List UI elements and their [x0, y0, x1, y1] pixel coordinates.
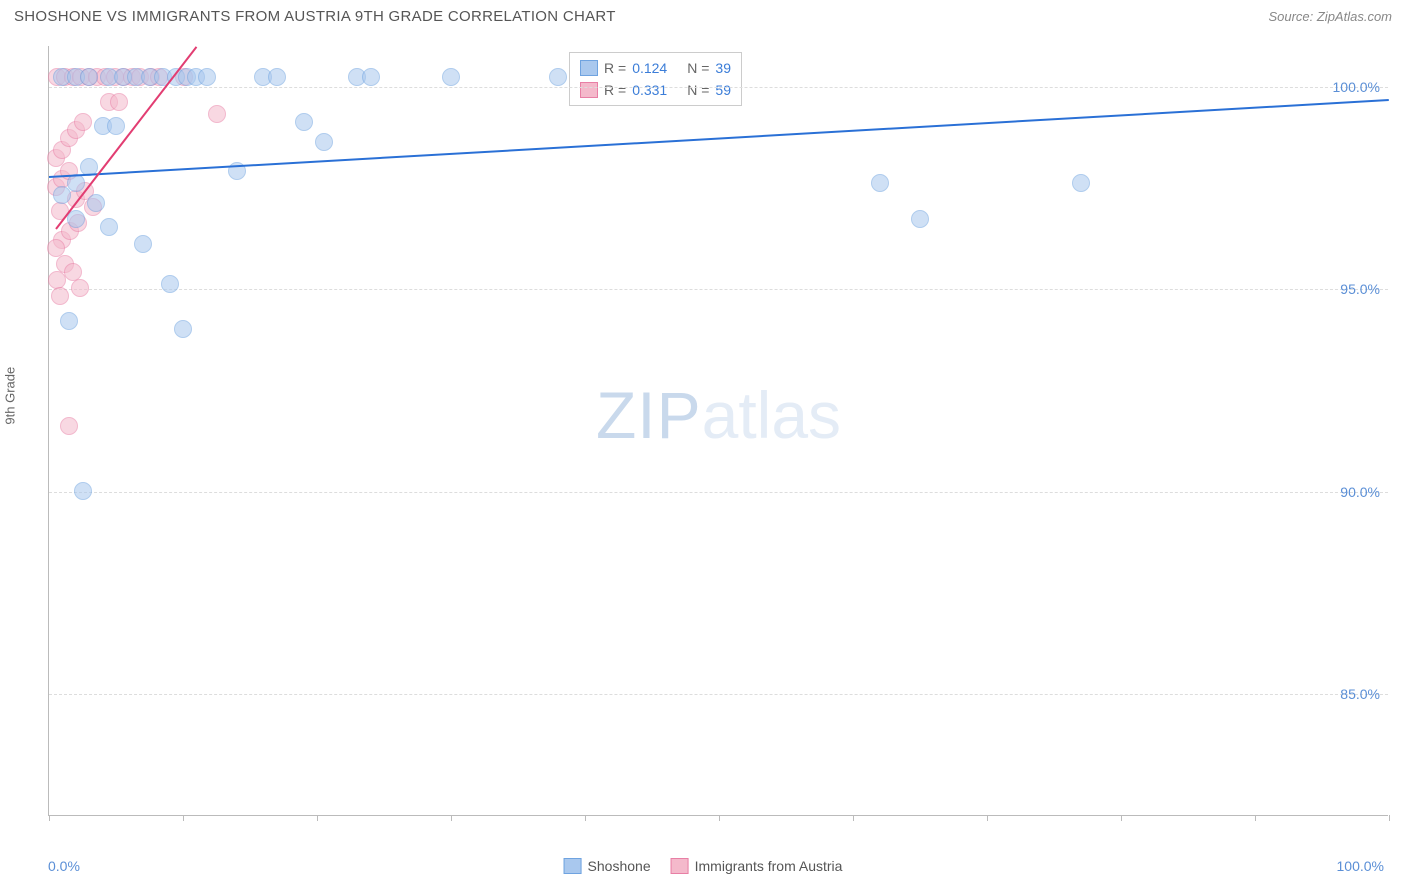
legend-top: R = 0.124 N = 39 R = 0.331 N = 59: [569, 52, 742, 106]
y-tick-label: 90.0%: [1340, 484, 1380, 500]
x-tick: [585, 815, 586, 821]
x-axis-max-label: 100.0%: [1337, 858, 1384, 874]
point-series-a: [134, 235, 152, 253]
point-series-a: [87, 194, 105, 212]
x-tick: [451, 815, 452, 821]
point-series-a: [74, 482, 92, 500]
y-tick-label: 85.0%: [1340, 686, 1380, 702]
x-tick: [1121, 815, 1122, 821]
legend-bottom-item: Immigrants from Austria: [671, 858, 843, 874]
legend-r-label: R =: [604, 57, 626, 79]
x-tick: [853, 815, 854, 821]
point-series-a: [161, 275, 179, 293]
point-series-b: [47, 239, 65, 257]
legend-r-label: R =: [604, 79, 626, 101]
legend-n-label: N =: [687, 79, 709, 101]
point-series-b: [74, 113, 92, 131]
gridline: [49, 694, 1388, 695]
legend-r-value: 0.331: [632, 79, 667, 101]
legend-n-label: N =: [687, 57, 709, 79]
legend-bottom: Shoshone Immigrants from Austria: [564, 858, 843, 874]
point-series-a: [174, 320, 192, 338]
chart-source: Source: ZipAtlas.com: [1268, 9, 1392, 24]
legend-row: R = 0.124 N = 39: [580, 57, 731, 79]
legend-n-value: 59: [715, 79, 731, 101]
legend-swatch: [580, 60, 598, 76]
point-series-a: [107, 117, 125, 135]
point-series-a: [315, 133, 333, 151]
x-tick: [49, 815, 50, 821]
point-series-b: [110, 93, 128, 111]
x-tick: [987, 815, 988, 821]
point-series-b: [48, 271, 66, 289]
point-series-a: [60, 312, 78, 330]
gridline: [49, 492, 1388, 493]
x-axis-min-label: 0.0%: [48, 858, 80, 874]
legend-label: Shoshone: [588, 858, 651, 874]
point-series-a: [911, 210, 929, 228]
point-series-a: [268, 68, 286, 86]
point-series-a: [362, 68, 380, 86]
point-series-a: [871, 174, 889, 192]
plot-area: ZIPatlas R = 0.124N = 39R = 0.331N = 59 …: [48, 46, 1388, 816]
point-series-b: [208, 105, 226, 123]
point-series-a: [549, 68, 567, 86]
trendline-a: [49, 99, 1389, 178]
point-series-b: [51, 287, 69, 305]
watermark: ZIPatlas: [596, 377, 841, 453]
legend-swatch: [580, 82, 598, 98]
legend-swatch: [564, 858, 582, 874]
x-tick: [183, 815, 184, 821]
point-series-a: [198, 68, 216, 86]
y-tick-label: 95.0%: [1340, 281, 1380, 297]
legend-bottom-item: Shoshone: [564, 858, 651, 874]
x-tick: [719, 815, 720, 821]
x-tick: [1255, 815, 1256, 821]
gridline: [49, 87, 1388, 88]
x-tick: [1389, 815, 1390, 821]
watermark-bold: ZIP: [596, 378, 702, 452]
point-series-a: [1072, 174, 1090, 192]
chart-title: SHOSHONE VS IMMIGRANTS FROM AUSTRIA 9TH …: [14, 8, 616, 25]
x-tick: [317, 815, 318, 821]
point-series-a: [53, 186, 71, 204]
legend-label: Immigrants from Austria: [695, 858, 843, 874]
y-axis-title: 9th Grade: [3, 367, 18, 425]
point-series-a: [100, 218, 118, 236]
watermark-light: atlas: [702, 378, 841, 452]
y-tick-label: 100.0%: [1333, 79, 1380, 95]
point-series-b: [71, 279, 89, 297]
legend-r-value: 0.124: [632, 57, 667, 79]
point-series-b: [60, 417, 78, 435]
gridline: [49, 289, 1388, 290]
legend-n-value: 39: [715, 57, 731, 79]
point-series-a: [295, 113, 313, 131]
point-series-a: [442, 68, 460, 86]
legend-row: R = 0.331 N = 59: [580, 79, 731, 101]
point-series-a: [80, 68, 98, 86]
legend-swatch: [671, 858, 689, 874]
